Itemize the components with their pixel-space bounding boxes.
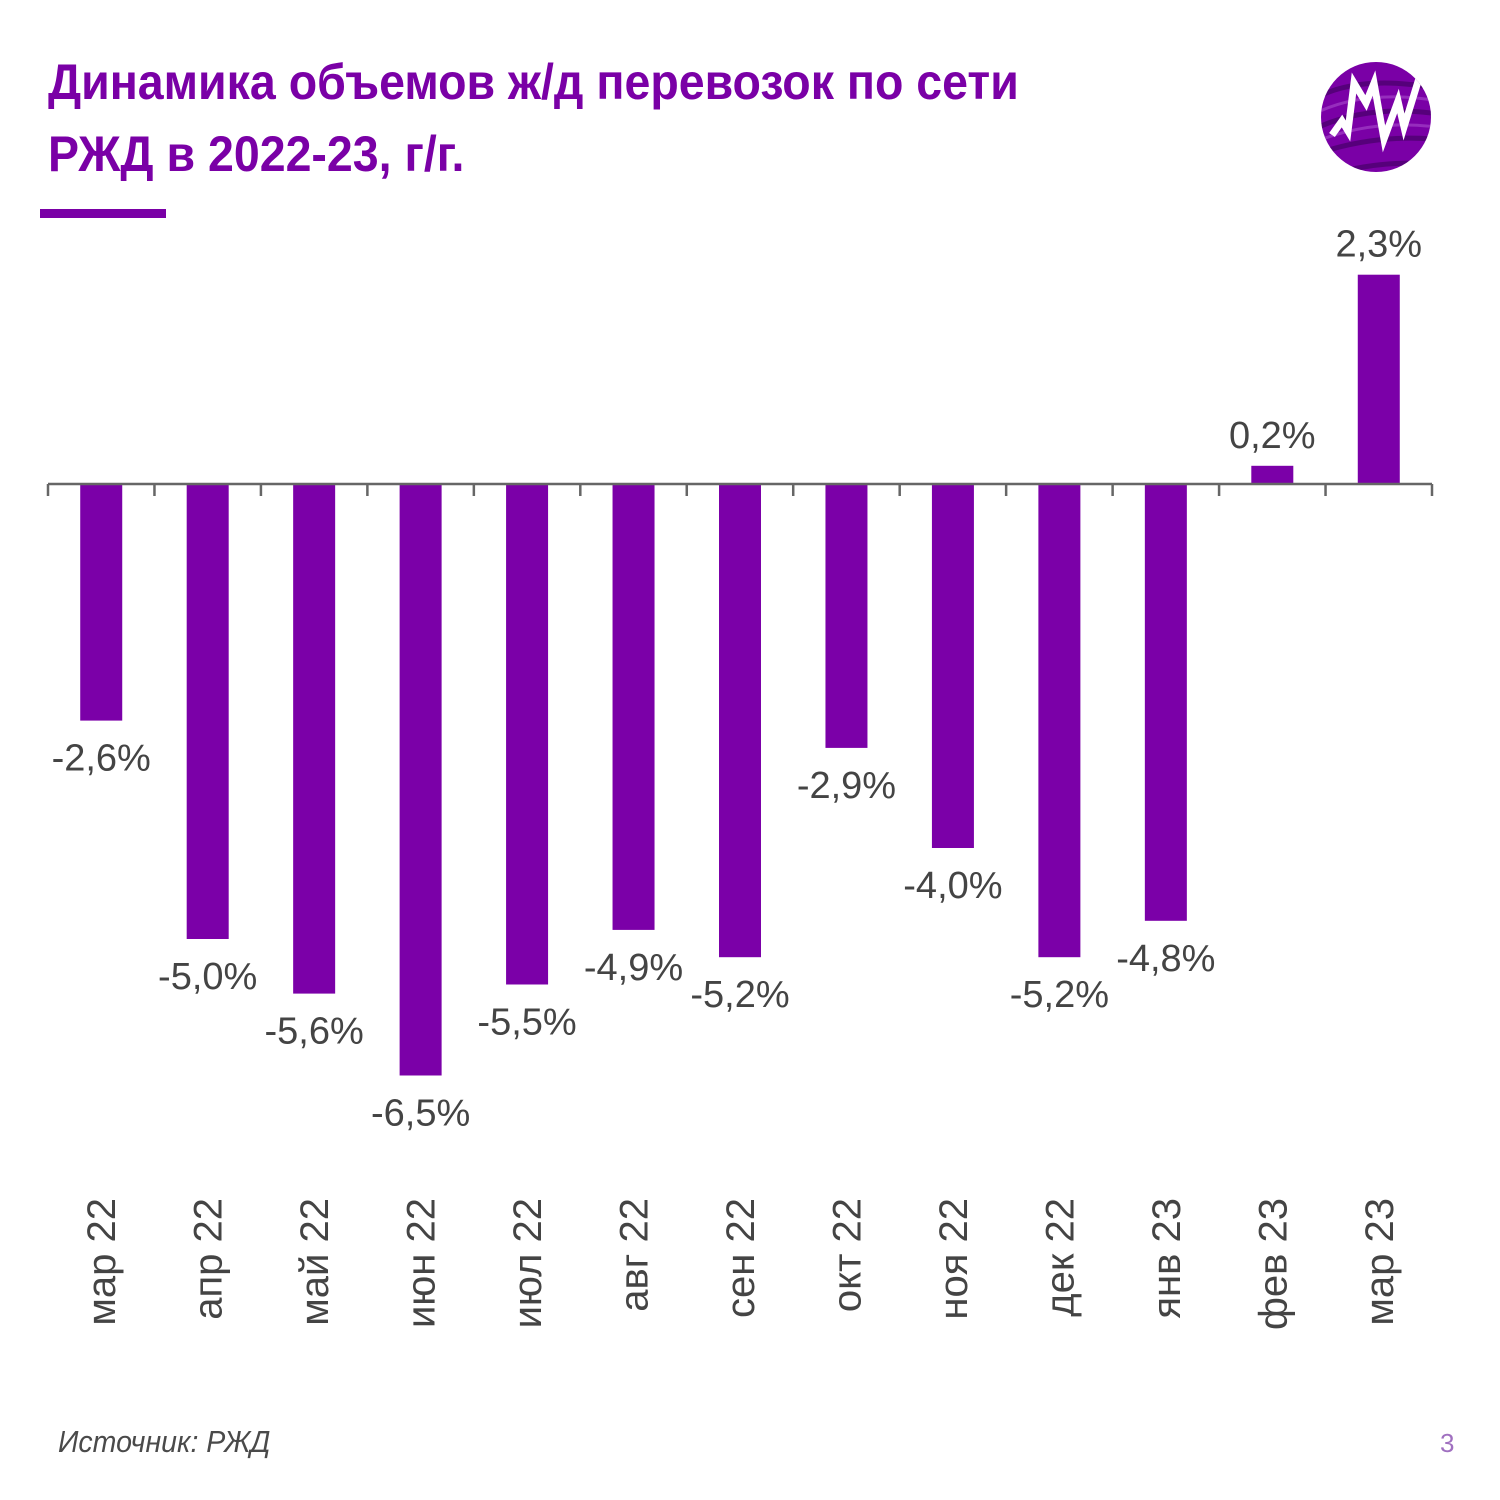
bar: [293, 484, 336, 994]
bar: [1251, 465, 1294, 484]
bar: [825, 484, 868, 748]
page-title: Динамика объемов ж/д перевозок по сети Р…: [48, 46, 1183, 190]
category-label: фев 23: [1251, 1198, 1295, 1330]
bar: [1038, 484, 1081, 958]
source-note: Источник: РЖД: [58, 1424, 271, 1459]
category-label: май 22: [293, 1198, 337, 1326]
value-label: -4,8%: [1116, 938, 1215, 980]
category-label: дек 22: [1038, 1198, 1082, 1317]
title-underline: [40, 209, 166, 218]
bar: [1357, 274, 1400, 484]
category-label: сен 22: [719, 1198, 763, 1318]
bar: [186, 484, 229, 939]
value-label: -4,0%: [903, 865, 1002, 907]
value-label: -5,5%: [477, 1002, 576, 1044]
value-label: 2,3%: [1335, 224, 1422, 266]
bar: [506, 484, 549, 985]
value-label: -5,2%: [690, 974, 789, 1016]
mw-logo-icon: [1321, 62, 1431, 172]
title-line-1: Динамика объемов ж/д перевозок по сети: [48, 54, 1019, 110]
category-label: апр 22: [187, 1198, 231, 1320]
category-label: янв 23: [1145, 1198, 1189, 1319]
value-label: -5,6%: [265, 1011, 364, 1053]
category-label: мар 22: [80, 1198, 124, 1326]
value-label: -2,9%: [797, 765, 896, 807]
category-label: окт 22: [825, 1198, 869, 1312]
bar: [931, 484, 974, 848]
value-label: -6,5%: [371, 1093, 470, 1135]
page-number: 3: [1440, 1428, 1455, 1458]
category-label: июн 22: [400, 1198, 444, 1328]
category-label: авг 22: [613, 1198, 657, 1312]
bar: [612, 484, 655, 930]
category-label: мар 23: [1358, 1198, 1402, 1326]
value-label: -4,9%: [584, 947, 683, 989]
bar: [80, 484, 123, 721]
value-label: -5,2%: [1010, 974, 1109, 1016]
bar: [719, 484, 761, 958]
category-label: ноя 22: [932, 1198, 976, 1320]
bar: [1144, 484, 1187, 921]
title-line-2: РЖД в 2022-23, г/г.: [48, 126, 465, 182]
value-label: -5,0%: [158, 956, 257, 998]
bar: [399, 484, 442, 1076]
value-label: -2,6%: [52, 738, 151, 780]
value-label: 0,2%: [1229, 415, 1316, 457]
category-label: июл 22: [506, 1198, 550, 1328]
